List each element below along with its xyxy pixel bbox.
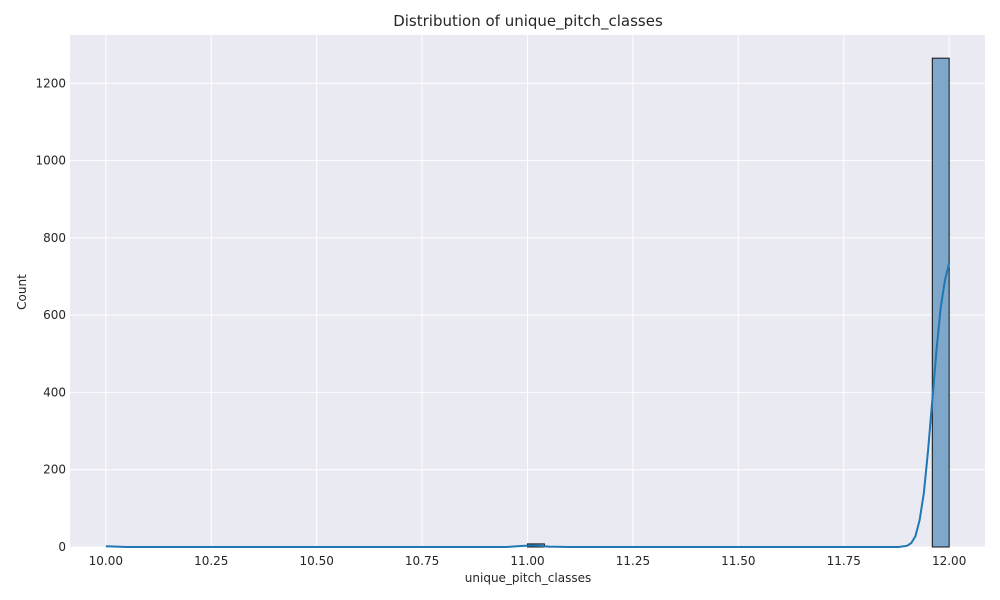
x-tick-label: 11.75 — [827, 554, 861, 568]
x-axis-ticks: 10.00 10.25 10.50 10.75 11.00 11.25 11.50 11.75… — [89, 554, 967, 568]
chart-title: Distribution of unique_pitch_classes — [393, 12, 663, 31]
y-tick-label: 800 — [43, 231, 66, 245]
x-axis-title: unique_pitch_classes — [465, 571, 591, 585]
x-tick-label: 10.50 — [299, 554, 333, 568]
y-tick-label: 0 — [58, 540, 66, 554]
y-tick-label: 200 — [43, 463, 66, 477]
y-tick-label: 1200 — [35, 76, 66, 90]
y-tick-label: 1000 — [35, 154, 66, 168]
x-tick-label: 10.75 — [405, 554, 439, 568]
y-tick-label: 600 — [43, 308, 66, 322]
y-tick-label: 400 — [43, 385, 66, 399]
x-tick-label: 12.00 — [932, 554, 966, 568]
x-tick-label: 11.00 — [510, 554, 544, 568]
x-tick-label: 11.50 — [721, 554, 755, 568]
x-tick-label: 10.25 — [194, 554, 228, 568]
x-tick-label: 10.00 — [89, 554, 123, 568]
x-tick-label: 11.25 — [616, 554, 650, 568]
kde-curve — [105, 262, 951, 548]
y-axis-ticks: 0 200 400 600 800 1000 1200 — [35, 76, 66, 554]
y-axis-title: Count — [15, 274, 29, 310]
